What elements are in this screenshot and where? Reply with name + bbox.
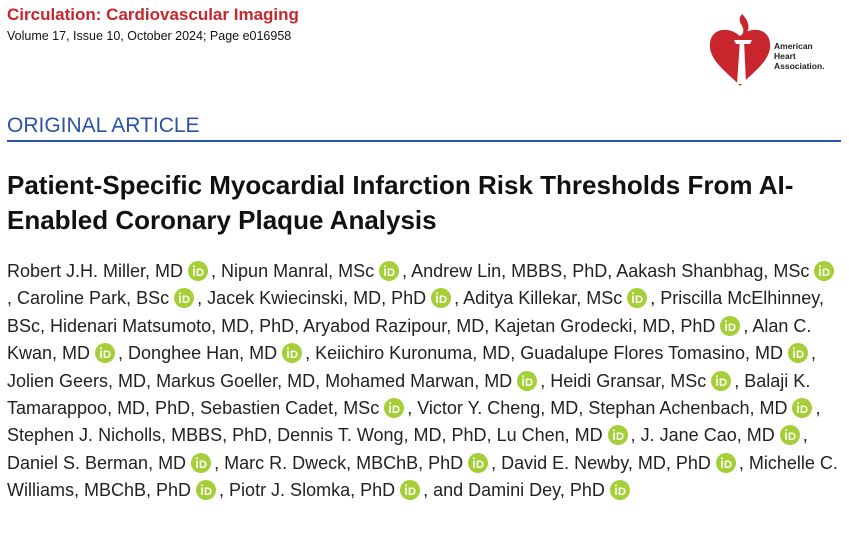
author-name: Keiichiro Kuronuma, MD <box>315 343 511 364</box>
separator: , <box>815 398 826 419</box>
separator: , <box>491 452 502 473</box>
separator: , <box>811 343 822 364</box>
separator: , <box>454 288 464 309</box>
separator: , <box>7 288 18 309</box>
separator: , <box>40 315 51 336</box>
logo-line: Heart <box>774 51 796 61</box>
author-name: Balaji K. Tamarappoo, MD, PhD <box>7 370 816 419</box>
author-name: Jolien Geers, MD <box>7 370 147 391</box>
separator: , <box>118 343 129 364</box>
orcid-icon[interactable] <box>607 425 628 446</box>
separator: , <box>402 261 412 281</box>
author-name: Aakash Shanbhag, MSc <box>616 261 810 281</box>
author-name: Caroline Park, BSc <box>17 288 170 309</box>
orcid-icon[interactable] <box>196 480 217 501</box>
author-name: Victor Y. Cheng, MD <box>417 398 579 419</box>
author-name: Mohamed Marwan, MD <box>325 370 513 391</box>
orcid-icon[interactable] <box>431 288 452 309</box>
author-name: Stephen J. Nicholls, MBBS, PhD <box>7 425 268 446</box>
orcid-icon[interactable] <box>188 261 209 281</box>
author-name: Guadalupe Flores Tomasino, MD <box>520 343 784 364</box>
orcid-icon[interactable] <box>627 288 648 309</box>
separator: , <box>607 261 617 281</box>
orcid-icon[interactable] <box>468 452 489 473</box>
author-name: Piotr J. Slomka, PhD <box>229 480 396 501</box>
orcid-icon[interactable] <box>191 452 212 473</box>
author-name: Lu Chen, MD <box>496 425 603 446</box>
separator: , <box>578 398 589 419</box>
citation: Volume 17, Issue 10, October 2024; Page … <box>7 29 292 43</box>
separator: , <box>294 315 304 336</box>
journal-name: Circulation: Cardiovascular Imaging <box>7 5 299 24</box>
author-name: Hidenari Matsumoto, MD, PhD <box>50 315 295 336</box>
author-name: Markus Goeller, MD <box>156 370 316 391</box>
author-name: Dennis T. Wong, MD, PhD <box>277 425 487 446</box>
author-name: Robert J.H. Miller, MD <box>7 261 184 281</box>
author-name: Stephan Achenbach, MD <box>588 398 788 419</box>
separator: , <box>484 315 495 336</box>
orcid-icon[interactable] <box>814 261 835 281</box>
author-name: Marc R. Dweck, MBChB, PhD <box>224 452 464 473</box>
logo-line: Association. <box>774 61 825 71</box>
orcid-icon[interactable] <box>282 343 303 364</box>
separator: , <box>190 398 201 419</box>
orcid-icon[interactable] <box>792 398 813 419</box>
author-name: Alan C. Kwan, MD <box>7 315 817 364</box>
orcid-icon[interactable] <box>174 288 195 309</box>
author-list: Robert J.H. Miller, MD, Nipun Manral, MS… <box>7 258 842 505</box>
logo-line: American <box>774 41 813 51</box>
orcid-icon[interactable] <box>720 315 741 336</box>
separator: , <box>540 370 551 391</box>
orcid-icon[interactable] <box>609 480 630 501</box>
author-name: Kajetan Grodecki, MD, PhD <box>494 315 716 336</box>
separator: , <box>407 398 418 419</box>
author-name: Aditya Killekar, MSc <box>463 288 623 309</box>
author-name: Daniel S. Berman, MD <box>7 452 187 473</box>
orcid-icon[interactable] <box>788 343 809 364</box>
author-name: Donghee Han, MD <box>128 343 278 364</box>
orcid-icon[interactable] <box>711 370 732 391</box>
separator: , <box>650 288 661 309</box>
separator: , <box>305 343 316 364</box>
author-name: Michelle C. Williams, MBChB, PhD <box>7 452 843 501</box>
author-name: Aryabod Razipour, MD <box>303 315 485 336</box>
separator: , <box>267 425 278 446</box>
orcid-icon[interactable] <box>379 261 400 281</box>
author-name: Damini Dey, PhD <box>468 480 605 501</box>
author-name: David E. Newby, MD, PhD <box>501 452 711 473</box>
author-name: J. Jane Cao, MD <box>640 425 775 446</box>
author-name: Andrew Lin, MBBS, PhD <box>411 261 608 281</box>
separator: , <box>197 288 208 309</box>
separator: , <box>738 452 749 473</box>
separator: , <box>214 452 225 473</box>
orcid-icon[interactable] <box>715 452 736 473</box>
author-name: Sebastien Cadet, MSc <box>200 398 380 419</box>
author-name: Jacek Kwiecinski, MD, PhD <box>207 288 427 309</box>
separator: , <box>743 315 753 336</box>
orcid-icon[interactable] <box>95 343 116 364</box>
orcid-icon[interactable] <box>400 480 421 501</box>
separator: , <box>734 370 745 391</box>
separator: , <box>510 343 521 364</box>
separator: , <box>211 261 222 281</box>
separator: , <box>630 425 641 446</box>
orcid-icon[interactable] <box>779 425 800 446</box>
separator: , and <box>423 480 469 501</box>
article-title: Patient-Specific Myocardial Infarction R… <box>7 170 794 235</box>
separator: , <box>315 370 326 391</box>
aha-logo: American Heart Association. <box>709 14 825 86</box>
separator: , <box>486 425 497 446</box>
orcid-icon[interactable] <box>384 398 405 419</box>
orcid-icon[interactable] <box>517 370 538 391</box>
author-name: Nipun Manral, MSc <box>221 261 375 281</box>
separator: , <box>219 480 230 501</box>
author-name: Heidi Gransar, MSc <box>550 370 707 391</box>
author-name: Priscilla McElhinney, BSc <box>7 288 829 336</box>
article-type: ORIGINAL ARTICLE <box>7 114 841 142</box>
separator: , <box>802 425 813 446</box>
separator: , <box>146 370 157 391</box>
